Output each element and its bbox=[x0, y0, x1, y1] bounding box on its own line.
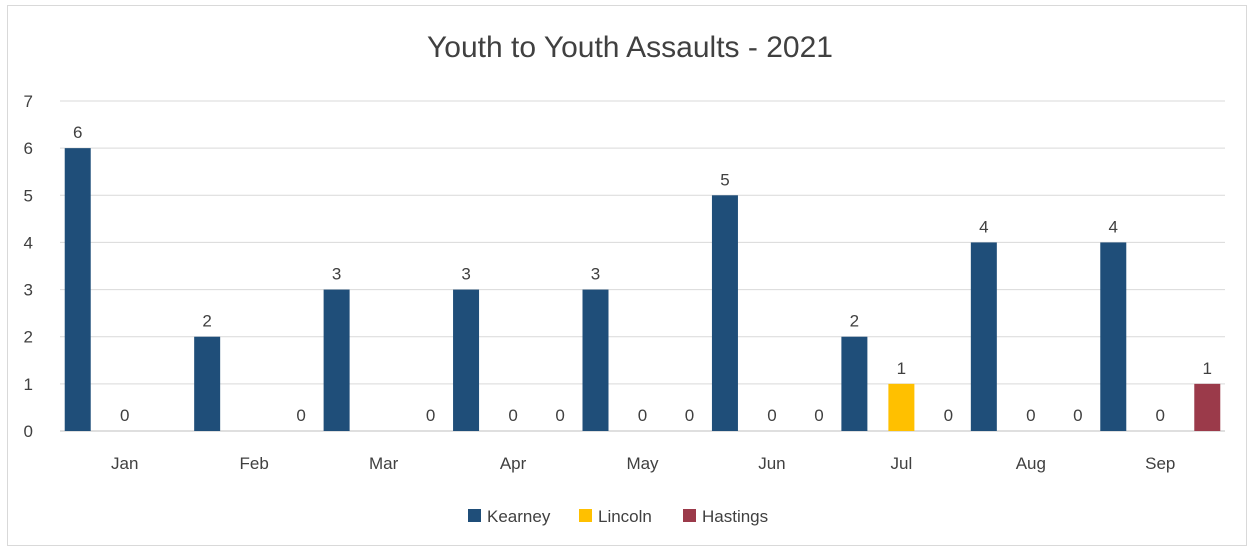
x-tick-label: Jul bbox=[891, 454, 913, 473]
data-label: 0 bbox=[814, 406, 823, 425]
data-label: 0 bbox=[426, 406, 435, 425]
data-label: 2 bbox=[202, 312, 211, 331]
data-label: 3 bbox=[591, 265, 600, 284]
data-label: 0 bbox=[1026, 406, 1035, 425]
data-label: 0 bbox=[944, 406, 953, 425]
legend-swatch-kearney bbox=[468, 509, 481, 522]
data-label: 0 bbox=[296, 406, 305, 425]
x-tick-label: Sep bbox=[1145, 454, 1175, 473]
data-label: 2 bbox=[850, 312, 859, 331]
bar-kearney bbox=[194, 336, 221, 431]
chart-frame bbox=[7, 5, 1247, 546]
data-label: 0 bbox=[1073, 406, 1082, 425]
data-labels: 6 0 2 0 3 0 3 0 0 3 0 0 5 0 0 2 1 0 4 0 0 4 0 1 bbox=[73, 123, 1212, 425]
data-label: 3 bbox=[332, 265, 341, 284]
y-tick-label: 4 bbox=[24, 233, 33, 252]
bar-kearney bbox=[970, 242, 997, 431]
bar-hastings bbox=[1194, 383, 1221, 431]
bar-kearney bbox=[1100, 242, 1127, 431]
y-tick-label: 2 bbox=[24, 328, 33, 347]
legend-label-hastings: Hastings bbox=[702, 507, 768, 526]
y-tick-label: 3 bbox=[24, 281, 33, 300]
data-label: 0 bbox=[1156, 406, 1165, 425]
x-tick-label: Feb bbox=[240, 454, 269, 473]
y-tick-label: 7 bbox=[24, 92, 33, 111]
data-label: 3 bbox=[461, 265, 470, 284]
y-tick-label: 0 bbox=[24, 422, 33, 441]
bar-lincoln bbox=[888, 383, 915, 431]
bar-kearney bbox=[711, 195, 738, 431]
x-tick-label: May bbox=[626, 454, 659, 473]
chart-title: Youth to Youth Assaults - 2021 bbox=[427, 31, 833, 64]
x-tick-label: Mar bbox=[369, 454, 399, 473]
y-tick-label: 6 bbox=[24, 139, 33, 158]
bar-kearney bbox=[64, 148, 91, 431]
y-tick-label: 1 bbox=[24, 375, 33, 394]
bar-kearney bbox=[323, 289, 350, 431]
bar-kearney bbox=[841, 336, 868, 431]
bars bbox=[64, 148, 1221, 431]
data-label: 0 bbox=[767, 406, 776, 425]
data-label: 5 bbox=[720, 170, 729, 189]
data-label: 0 bbox=[120, 406, 129, 425]
x-tick-label: Aug bbox=[1016, 454, 1046, 473]
x-tick-label: Jun bbox=[758, 454, 785, 473]
data-label: 0 bbox=[638, 406, 647, 425]
y-tick-label: 5 bbox=[24, 186, 33, 205]
data-label: 4 bbox=[979, 217, 988, 236]
data-label: 0 bbox=[555, 406, 564, 425]
legend: Kearney Lincoln Hastings bbox=[468, 507, 768, 526]
legend-label-kearney: Kearney bbox=[487, 507, 551, 526]
legend-label-lincoln: Lincoln bbox=[598, 507, 652, 526]
legend-swatch-hastings bbox=[683, 509, 696, 522]
data-label: 1 bbox=[897, 359, 906, 378]
x-tick-label: Jan bbox=[111, 454, 138, 473]
y-axis-ticks: 0 1 2 3 4 5 6 7 bbox=[24, 92, 33, 441]
data-label: 4 bbox=[1109, 217, 1118, 236]
x-tick-label: Apr bbox=[500, 454, 527, 473]
data-label: 6 bbox=[73, 123, 82, 142]
data-label: 0 bbox=[685, 406, 694, 425]
data-label: 1 bbox=[1203, 359, 1212, 378]
bar-kearney bbox=[453, 289, 480, 431]
bar-kearney bbox=[582, 289, 609, 431]
data-label: 0 bbox=[508, 406, 517, 425]
x-axis-ticks: Jan Feb Mar Apr May Jun Jul Aug Sep bbox=[111, 454, 1175, 473]
gridlines bbox=[60, 100, 1225, 432]
legend-swatch-lincoln bbox=[579, 509, 592, 522]
